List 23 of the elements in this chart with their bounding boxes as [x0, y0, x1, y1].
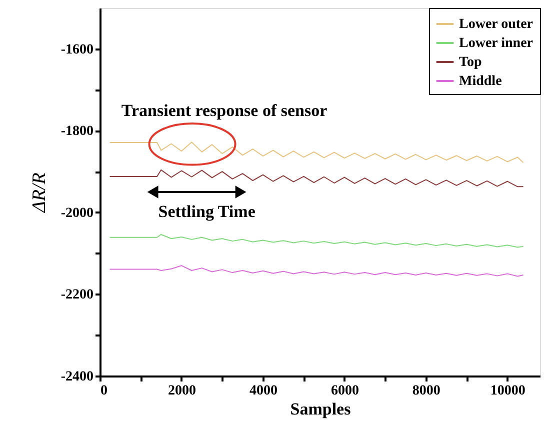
x-tick-label: 6000	[330, 384, 359, 398]
line-series	[109, 265, 524, 277]
x-axis-title: Samples	[290, 400, 352, 418]
legend-label: Lower inner	[459, 36, 534, 51]
line-series	[109, 234, 524, 248]
y-tick-label: -2000	[60, 206, 94, 221]
y-tick-label: -1600	[60, 42, 94, 58]
y-tick-label: -2400	[60, 370, 94, 384]
line-series	[109, 142, 524, 164]
x-tick-label: 4000	[249, 384, 278, 398]
x-tick-label: 8000	[412, 384, 440, 398]
legend-label: Middle	[459, 74, 502, 89]
annotation: Settling Time	[158, 202, 256, 221]
y-tick-label: -1800	[60, 124, 94, 140]
annotation: Transient response of sensor	[121, 101, 328, 120]
legend-label: Lower outer	[459, 17, 533, 32]
line-series	[109, 169, 524, 188]
y-tick-label: -2200	[60, 288, 94, 303]
x-tick-label: 2000	[168, 384, 196, 398]
y-axis-title: ΔR/R	[28, 172, 50, 214]
x-tick-label: 10000	[490, 384, 526, 398]
legend-label: Top	[459, 55, 482, 70]
x-tick-label: 0	[100, 384, 108, 398]
